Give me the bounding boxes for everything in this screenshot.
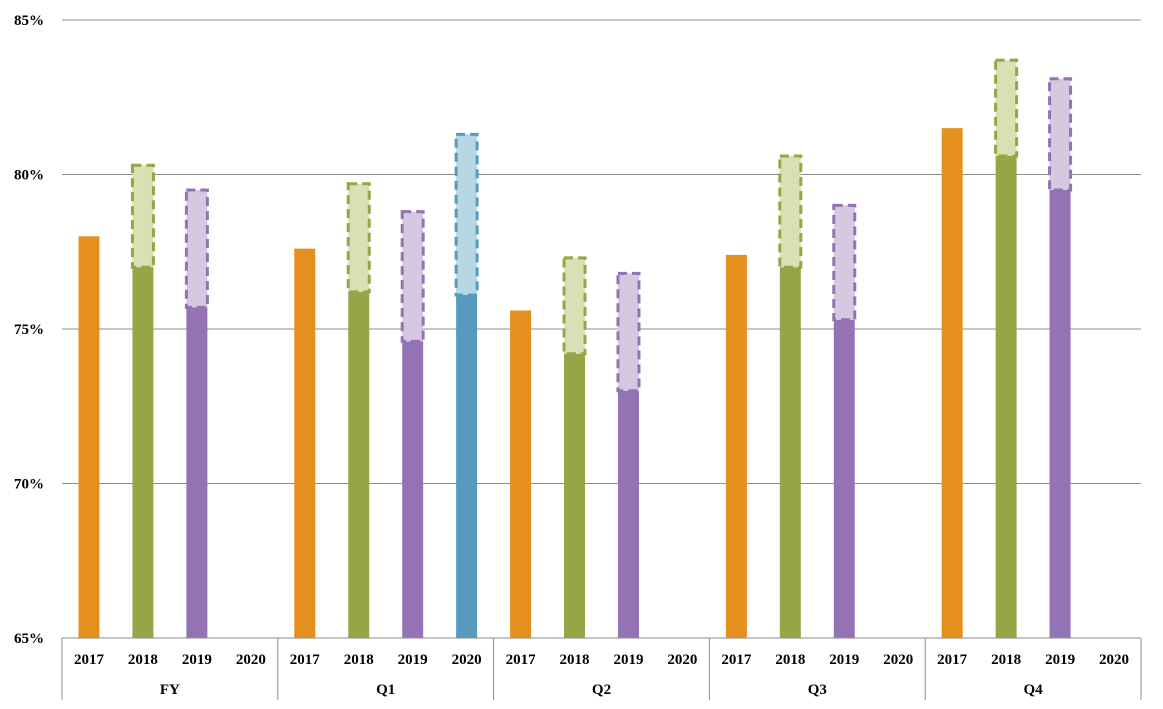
y-tick-label: 65%: [14, 631, 44, 647]
year-label: 2018: [128, 652, 158, 668]
year-label: 2020: [667, 652, 697, 668]
bar-q1-2018: [348, 291, 370, 638]
bar-q2-2018: [564, 353, 586, 638]
group-label: FY: [160, 682, 180, 698]
y-axis-ticks: 65% 70% 75% 80% 85%: [14, 13, 44, 647]
group-label: Q2: [592, 682, 611, 698]
bar-q3-2019: [833, 319, 855, 638]
group-label: Q4: [1024, 682, 1044, 698]
bar-q2-2017: [510, 310, 532, 638]
group-label: Q3: [808, 682, 827, 698]
year-label: 2019: [182, 652, 212, 668]
year-label: 2017: [506, 652, 537, 668]
gridlines: [62, 19, 1141, 484]
year-label: 2019: [1045, 652, 1075, 668]
range-box-q1-2019: [400, 210, 425, 343]
range-box-q1-2020: [454, 132, 479, 297]
bar-q3-2017: [725, 254, 747, 638]
group-label: Q1: [376, 682, 395, 698]
year-label: 2020: [236, 652, 266, 668]
year-label: 2017: [721, 652, 752, 668]
range-box-q1-2018: [346, 182, 371, 294]
year-label: 2020: [452, 652, 482, 668]
bar-q3-2018: [779, 267, 801, 638]
year-label: 2017: [290, 652, 321, 668]
bar-fy-2019: [186, 307, 208, 638]
y-tick-label: 80%: [14, 168, 44, 184]
year-label: 2019: [613, 652, 643, 668]
bar-q1-2020: [456, 295, 478, 638]
range-box-fy-2018: [130, 163, 155, 269]
year-label: 2018: [991, 652, 1021, 668]
year-label: 2018: [344, 652, 374, 668]
y-tick-label: 85%: [14, 13, 44, 29]
range-box-q4-2018: [994, 58, 1019, 158]
bar-q2-2019: [617, 390, 639, 638]
range-box-fy-2019: [184, 188, 209, 309]
bars: [78, 58, 1073, 639]
bar-fy-2017: [78, 236, 100, 639]
range-box-q4-2019: [1048, 77, 1073, 192]
y-tick-label: 70%: [14, 477, 44, 493]
year-label: 2017: [74, 652, 105, 668]
bar-q1-2017: [294, 248, 316, 638]
y-tick-label: 75%: [14, 322, 44, 338]
range-box-q2-2019: [616, 271, 641, 393]
bar-q4-2019: [1049, 189, 1071, 638]
range-box-q3-2019: [832, 203, 857, 322]
bar-q4-2018: [995, 155, 1017, 638]
year-label: 2018: [775, 652, 805, 668]
year-label: 2020: [883, 652, 913, 668]
year-label: 2020: [1099, 652, 1129, 668]
year-label: 2019: [829, 652, 859, 668]
bar-q4-2017: [941, 128, 963, 638]
year-label: 2019: [398, 652, 428, 668]
bar-q1-2019: [402, 341, 424, 638]
year-label: 2017: [937, 652, 968, 668]
range-box-q2-2018: [562, 256, 587, 356]
bar-fy-2018: [132, 267, 154, 638]
year-label: 2018: [560, 652, 590, 668]
range-box-q3-2018: [778, 154, 803, 269]
